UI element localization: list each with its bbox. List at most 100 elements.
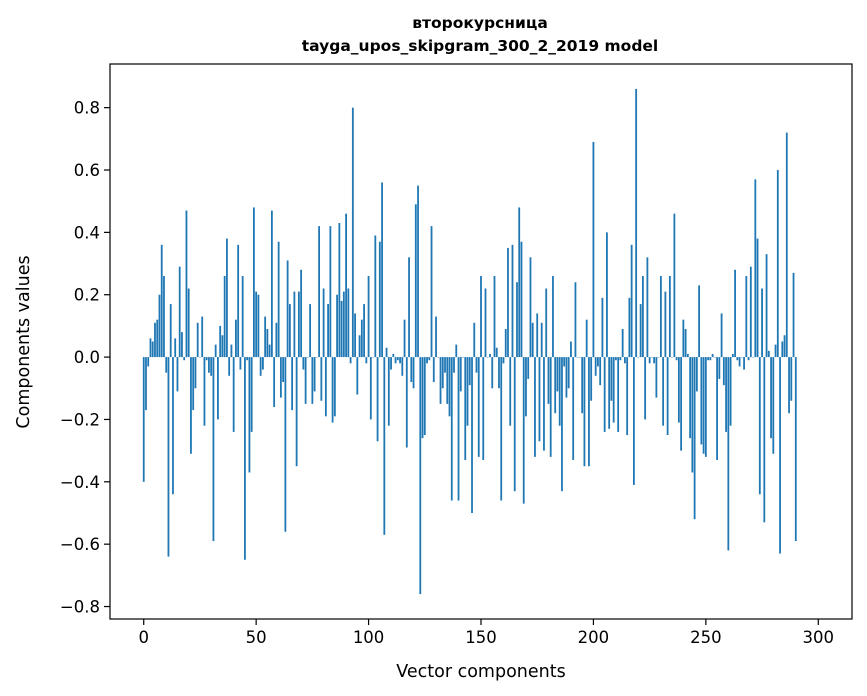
bar bbox=[347, 288, 350, 358]
bar bbox=[237, 244, 240, 358]
bar bbox=[201, 316, 204, 358]
bar bbox=[518, 207, 521, 358]
bar bbox=[286, 260, 289, 358]
bar bbox=[163, 276, 165, 358]
bar bbox=[770, 357, 772, 439]
bar bbox=[507, 247, 509, 358]
bar bbox=[410, 357, 413, 383]
bar bbox=[412, 357, 415, 389]
bar bbox=[313, 357, 316, 392]
bar bbox=[664, 291, 667, 358]
bar bbox=[792, 272, 795, 358]
bar bbox=[230, 344, 233, 358]
bar bbox=[333, 357, 336, 417]
x-tick-label: 0 bbox=[138, 628, 149, 647]
bar bbox=[432, 357, 435, 383]
bar bbox=[617, 357, 620, 432]
y-tick-label: 0.2 bbox=[74, 286, 100, 305]
bars-group bbox=[142, 88, 797, 595]
bar bbox=[430, 226, 433, 358]
bar bbox=[320, 357, 323, 401]
bar bbox=[403, 319, 406, 358]
bar bbox=[558, 357, 561, 426]
bar bbox=[232, 357, 235, 432]
bar bbox=[779, 357, 781, 554]
bar bbox=[190, 357, 192, 454]
bar bbox=[374, 235, 377, 358]
y-tick-label: −0.6 bbox=[60, 535, 100, 554]
bar bbox=[547, 357, 550, 404]
bar bbox=[601, 297, 604, 358]
bar bbox=[763, 357, 766, 523]
y-tick-label: −0.2 bbox=[60, 410, 100, 429]
bar bbox=[612, 357, 615, 423]
bar bbox=[282, 357, 285, 383]
bar bbox=[734, 269, 736, 358]
bar bbox=[235, 319, 237, 358]
bar bbox=[702, 357, 705, 454]
chart-title: второкурсница bbox=[412, 14, 548, 32]
bar bbox=[196, 322, 199, 358]
bar bbox=[590, 357, 593, 401]
bar bbox=[610, 357, 613, 401]
bar bbox=[318, 226, 321, 358]
bar bbox=[181, 332, 183, 358]
bar bbox=[457, 357, 460, 501]
bar bbox=[360, 319, 363, 358]
bar bbox=[369, 357, 372, 420]
bar bbox=[475, 357, 478, 373]
bar bbox=[466, 357, 469, 426]
bar bbox=[266, 329, 269, 358]
bar bbox=[165, 357, 168, 373]
bar bbox=[248, 357, 251, 473]
bar bbox=[273, 357, 276, 407]
bar bbox=[635, 88, 638, 358]
y-tick-label: 0.4 bbox=[74, 223, 100, 242]
bar bbox=[291, 357, 294, 411]
bar bbox=[408, 257, 410, 358]
bar bbox=[565, 357, 568, 398]
bar bbox=[329, 226, 332, 358]
bar bbox=[581, 357, 584, 414]
bar bbox=[774, 344, 777, 358]
bar bbox=[693, 357, 696, 520]
bar bbox=[172, 357, 174, 495]
bar bbox=[309, 304, 312, 358]
bar bbox=[390, 357, 392, 370]
bar bbox=[459, 357, 462, 392]
bar bbox=[659, 276, 662, 358]
bar bbox=[293, 291, 296, 358]
bar bbox=[383, 357, 386, 535]
bar bbox=[183, 357, 186, 361]
bar bbox=[545, 288, 548, 358]
bar bbox=[482, 357, 485, 460]
bar bbox=[736, 357, 739, 361]
bar bbox=[387, 357, 390, 426]
bar bbox=[489, 353, 491, 358]
bar bbox=[453, 357, 455, 373]
bar bbox=[331, 357, 334, 423]
bar bbox=[214, 344, 217, 358]
bar bbox=[142, 357, 145, 482]
bar bbox=[554, 357, 557, 414]
bar bbox=[727, 357, 730, 551]
bar bbox=[279, 357, 282, 398]
x-tick-label: 150 bbox=[465, 628, 497, 647]
bar bbox=[178, 266, 181, 358]
bar bbox=[572, 357, 575, 460]
bar bbox=[226, 238, 228, 358]
bar bbox=[221, 335, 224, 358]
bar bbox=[149, 338, 152, 358]
bar bbox=[394, 357, 397, 364]
bar bbox=[725, 357, 727, 432]
bar bbox=[788, 357, 790, 414]
bar bbox=[208, 357, 210, 373]
bar bbox=[414, 204, 417, 358]
bar bbox=[504, 329, 507, 358]
bar bbox=[574, 282, 577, 358]
bar bbox=[244, 357, 246, 560]
bar bbox=[731, 353, 734, 358]
bar bbox=[338, 223, 341, 358]
bar bbox=[219, 325, 222, 358]
